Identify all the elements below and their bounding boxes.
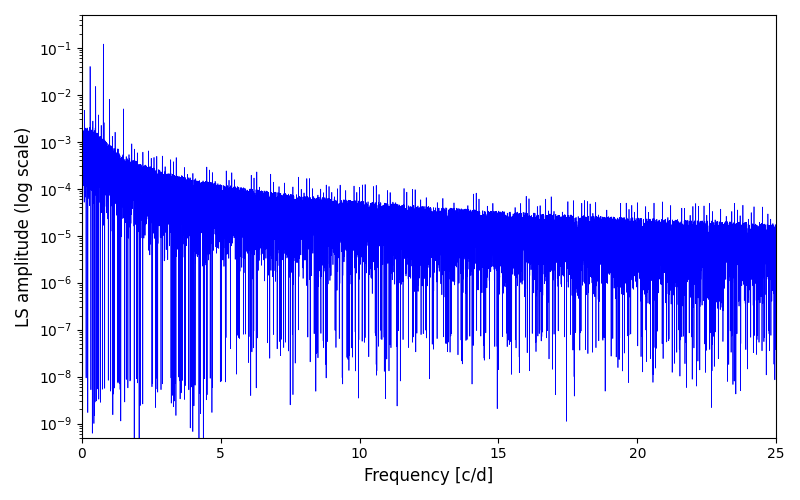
Y-axis label: LS amplitude (log scale): LS amplitude (log scale) xyxy=(15,126,33,326)
X-axis label: Frequency [c/d]: Frequency [c/d] xyxy=(364,467,494,485)
